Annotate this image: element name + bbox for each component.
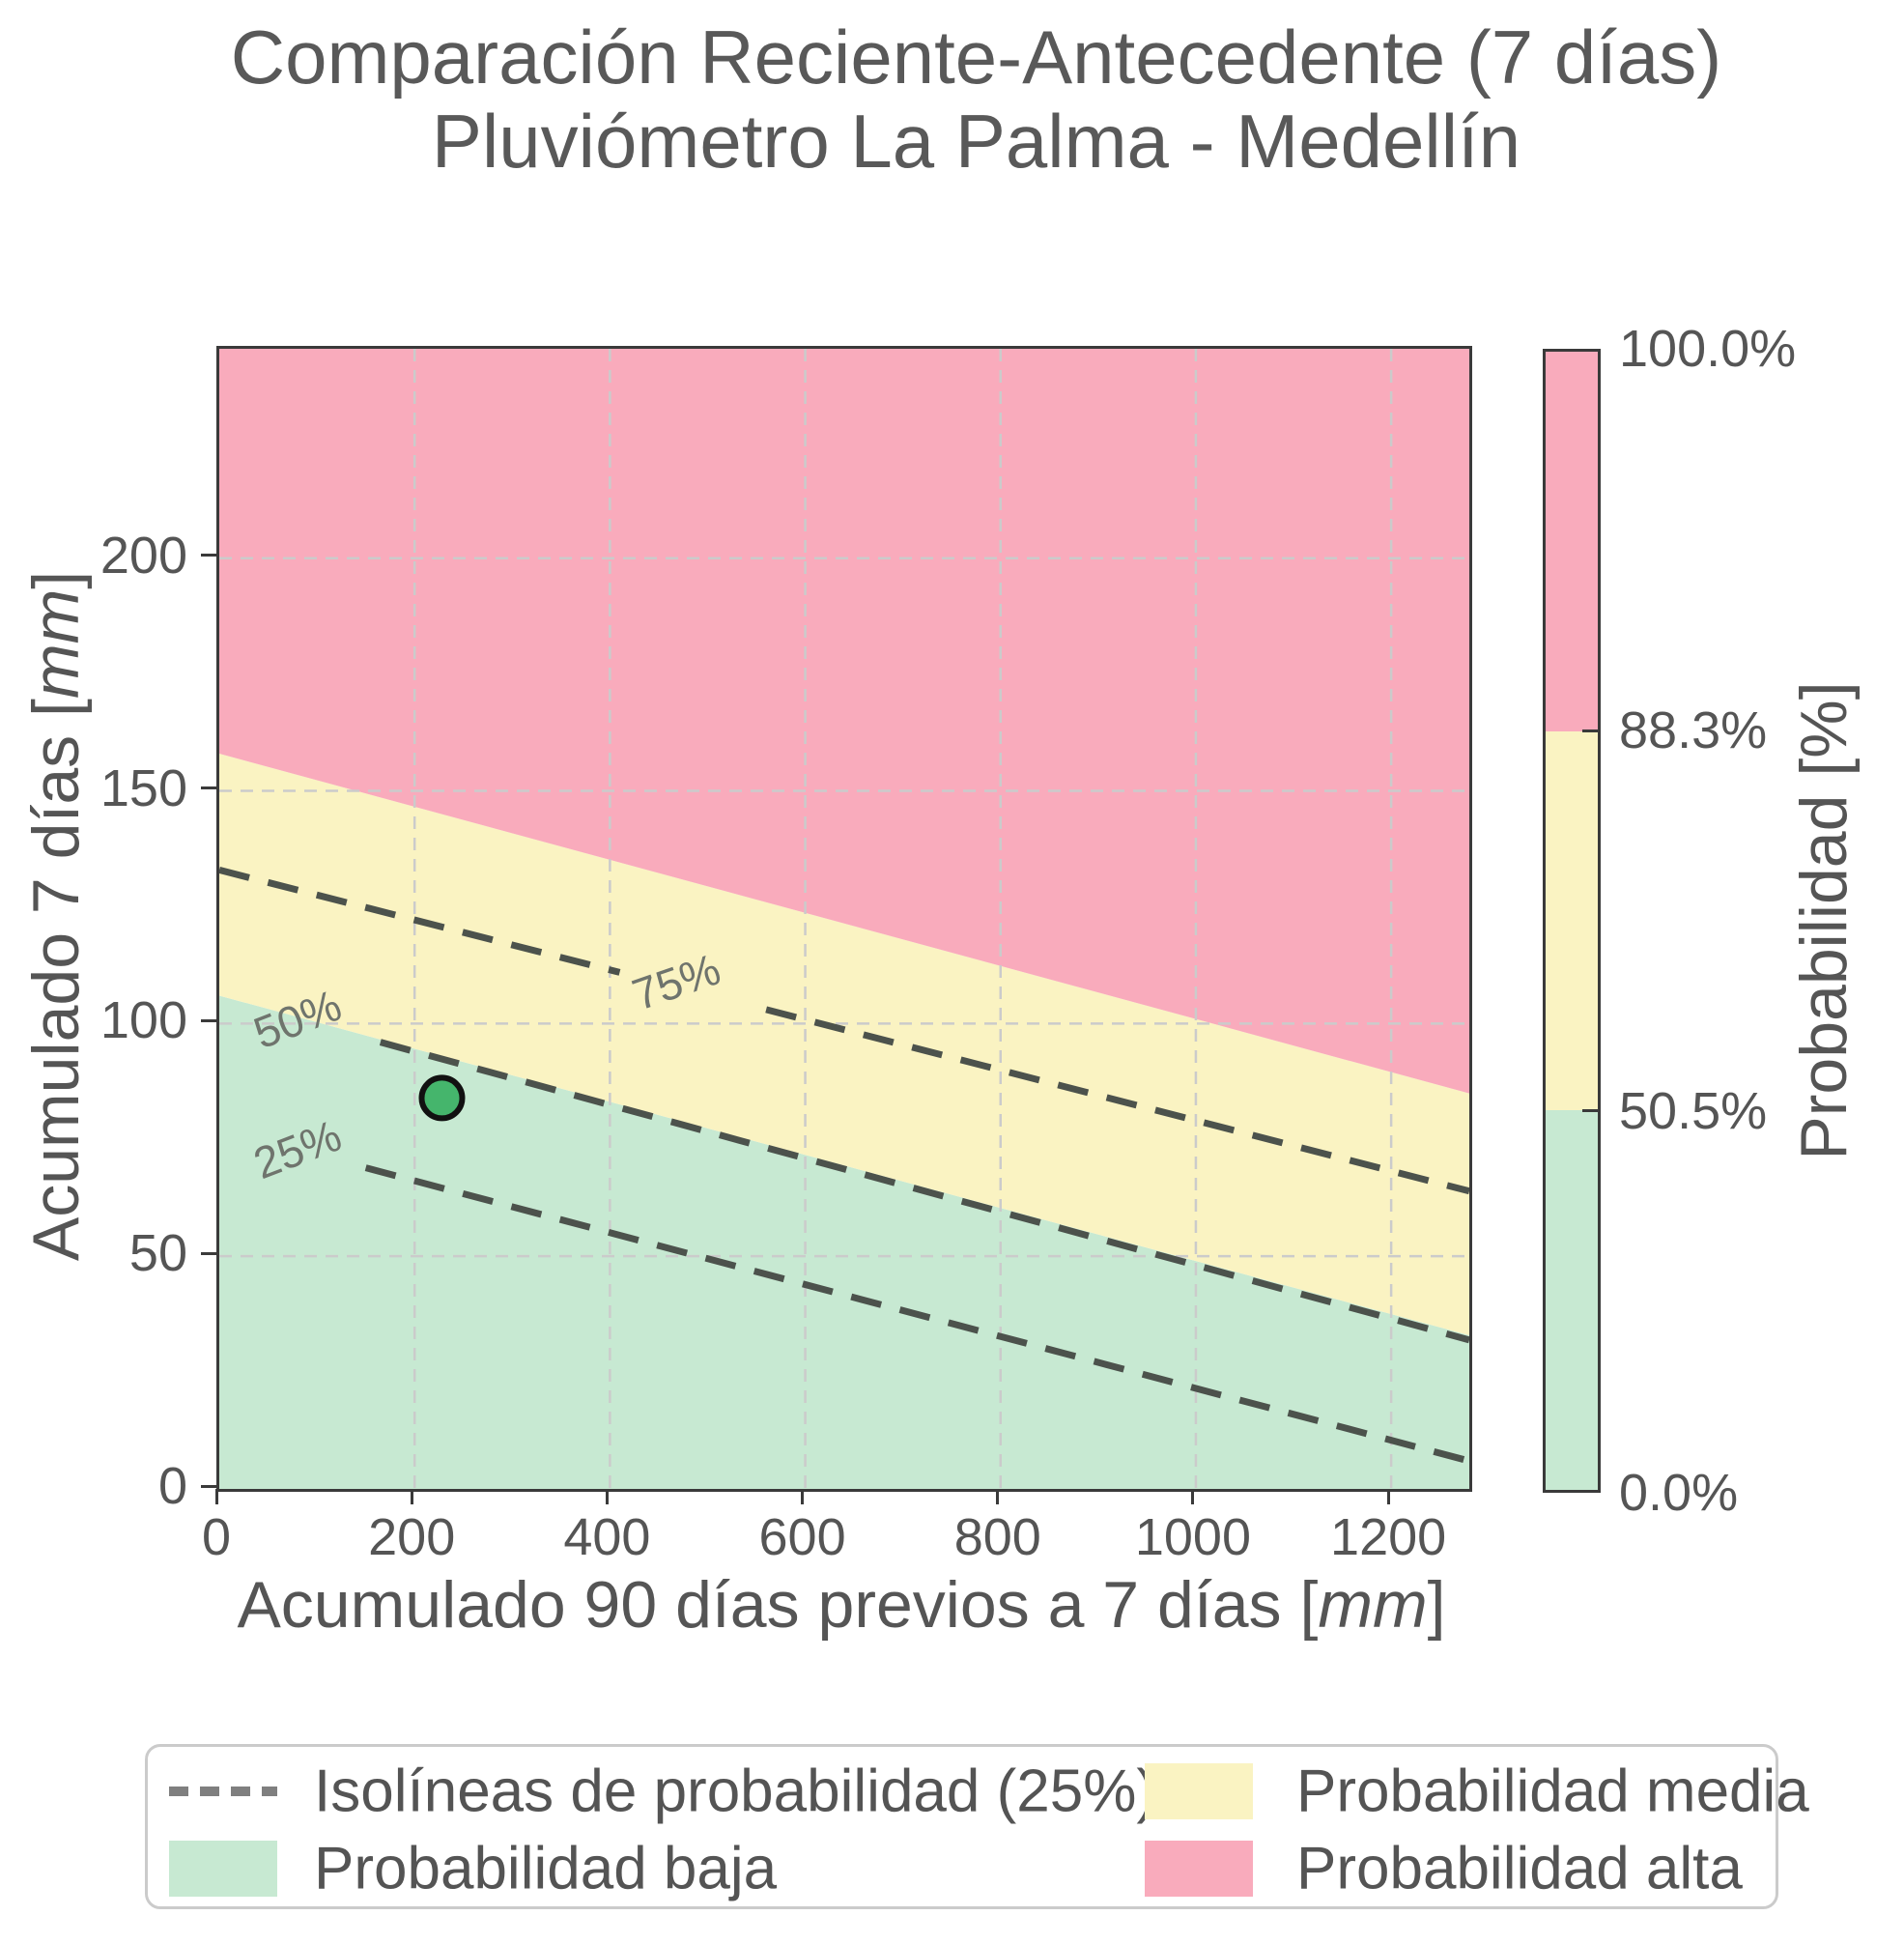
colorbar [1543,349,1601,1493]
x-tick-mark [801,1489,805,1504]
y-tick-mark [201,1018,216,1022]
plot-area: 25% 50% 75% [216,346,1472,1492]
y-tick-label-100: 100 [99,991,187,1050]
x-tick-mark [605,1489,609,1504]
chart-title-line1: Comparación Reciente-Antecedente (7 días… [230,14,1722,100]
x-tick-mark [1386,1489,1390,1504]
x-tick-mark [410,1489,413,1504]
colorbar-label-suffix: ] [1787,681,1861,700]
x-tick-mark [996,1489,1000,1504]
colorbar-tick-mark [1582,729,1598,733]
legend-label-0: Isolíneas de probabilidad (25%) [314,1758,1156,1825]
isoline-75% [765,1006,1469,1195]
y-axis-label-text: Acumulado 7 días [ [19,699,93,1262]
isoline-25% [364,1164,1469,1465]
colorbar-tick-label-50.5%: 50.5% [1619,1082,1768,1141]
isoline-50% [379,1039,1469,1344]
x-tick-mark [1191,1489,1195,1504]
x-axis-unit: mm [1318,1568,1428,1642]
x-tick-mark [214,1489,218,1504]
legend-dashed-line-symbol [169,1787,277,1796]
y-tick-mark [201,786,216,790]
y-axis-label: Acumulado 7 días [mm] [18,571,94,1261]
colorbar-segment [1546,1110,1598,1490]
legend-patch-probabilidad-alta [1145,1841,1253,1897]
x-tick-label-0: 0 [201,1508,232,1566]
x-tick-label-600: 600 [758,1508,846,1566]
legend-patch-probabilidad-baja [169,1841,277,1897]
y-tick-mark [201,1251,216,1255]
y-tick-mark [201,554,216,557]
x-tick-label-200: 200 [368,1508,456,1566]
colorbar-segment [1546,352,1598,731]
y-tick-label-200: 200 [99,526,187,585]
probability-map-plot: 25%50% 75% [219,349,1469,1489]
x-tick-label-1200: 1200 [1330,1508,1447,1566]
region-probabilidad-alta [219,349,1469,1094]
colorbar-tick-label-0.0%: 0.0% [1619,1464,1739,1522]
colorbar-axis-label: Probabilidad [%] [1786,681,1861,1159]
region-probabilidad-media [219,754,1469,1336]
y-axis-label-suffix: ] [19,570,93,589]
x-axis-label-suffix: ] [1427,1568,1446,1642]
region-probabilidad-baja [219,995,1469,1489]
colorbar-unit: % [1787,700,1861,758]
colorbar-label-text: Probabilidad [ [1787,758,1861,1160]
legend-label-3: Probabilidad alta [1296,1835,1743,1902]
y-tick-label-50: 50 [128,1224,187,1283]
legend: Isolíneas de probabilidad (25%) Probabili… [145,1744,1809,1909]
x-axis-label-text: Acumulado 90 días previos a 7 días [ [237,1568,1319,1642]
legend-label-1: Probabilidad baja [314,1835,778,1902]
isoline-75% [219,867,621,976]
x-tick-label-400: 400 [563,1508,651,1566]
legend-label-2: Probabilidad media [1296,1758,1809,1825]
data-point-marker [418,1074,466,1122]
x-tick-label-1000: 1000 [1134,1508,1252,1566]
y-tick-label-0: 0 [157,1457,187,1515]
y-tick-label-150: 150 [99,758,187,817]
x-tick-label-800: 800 [953,1508,1041,1566]
colorbar-tick-mark [1582,1108,1598,1112]
colorbar-segment [1546,730,1598,1111]
y-axis-unit: mm [19,588,93,700]
colorbar-tick-label-88.3%: 88.3% [1619,700,1768,759]
y-tick-mark [201,1484,216,1488]
colorbar-tick-label-100.0%: 100.0% [1619,320,1797,378]
x-axis-label: Acumulado 90 días previos a 7 días [mm] [237,1567,1445,1643]
chart-title: Comparación Reciente-Antecedente (7 días… [58,14,1894,185]
chart-title-line2: Pluviómetro La Palma - Medellín [431,99,1521,185]
legend-patch-probabilidad-media [1145,1763,1253,1819]
